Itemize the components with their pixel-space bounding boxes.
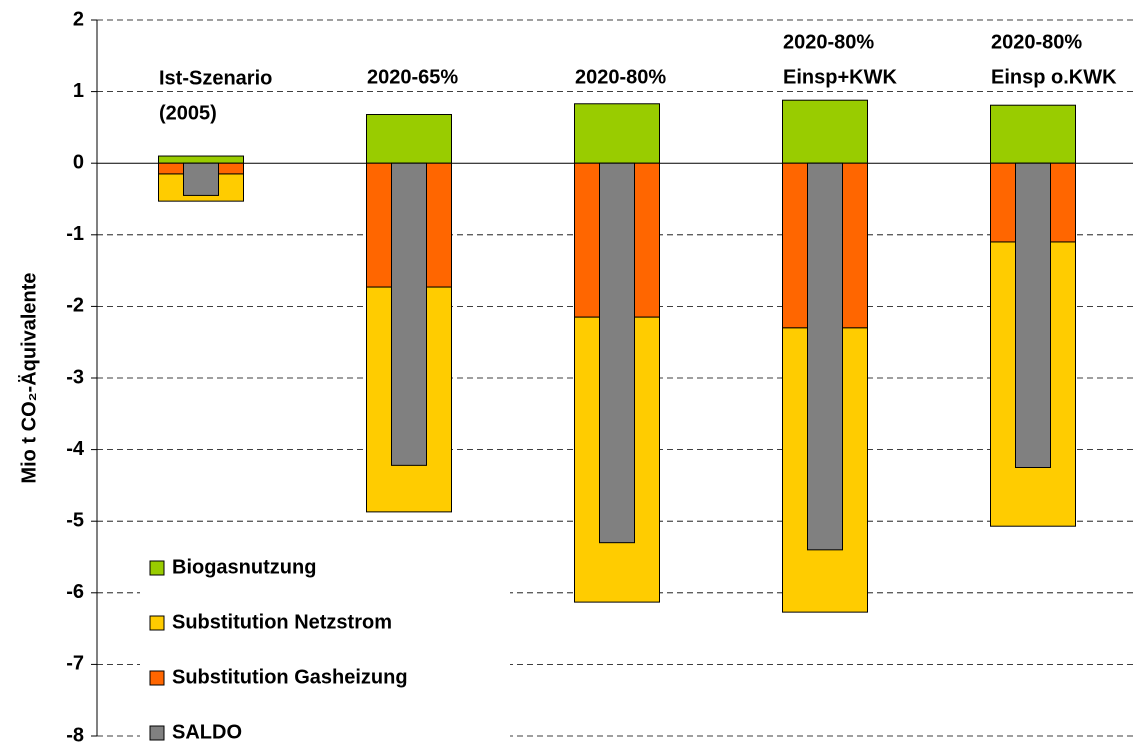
legend-background	[140, 548, 510, 746]
category-label: 2020-80%	[991, 31, 1082, 53]
bar	[1015, 162, 1051, 468]
category-label: 2020-65%	[367, 66, 458, 88]
category-label: (2005)	[159, 102, 217, 124]
y-tick-label: -2	[66, 295, 84, 317]
bar	[183, 162, 219, 196]
bar	[574, 103, 660, 164]
y-tick-label: -6	[66, 581, 84, 603]
bar	[391, 162, 427, 466]
bar	[807, 162, 843, 551]
category-label: 2020-80%	[783, 31, 874, 53]
y-tick-label: -1	[66, 223, 84, 245]
y-tick-label: 0	[73, 151, 84, 173]
legend-label: Substitution Netzstrom	[172, 611, 392, 633]
bar	[366, 114, 452, 164]
legend-label: SALDO	[172, 721, 242, 743]
legend-label: Biogasnutzung	[172, 556, 316, 578]
y-tick-label: -3	[66, 366, 84, 388]
legend-swatch	[149, 725, 165, 741]
legend-label: Substitution Gasheizung	[172, 666, 408, 688]
y-axis-label: Mio t CO₂-Äquivalente	[17, 272, 40, 483]
category-label: Ist-Szenario	[159, 67, 272, 89]
y-tick-label: -4	[66, 438, 85, 460]
y-tick-label: 1	[73, 80, 84, 102]
legend-swatch	[149, 670, 165, 686]
y-tick-label: -5	[66, 509, 84, 531]
y-tick-label: 2	[73, 8, 84, 30]
category-label: Einsp o.KWK	[991, 66, 1117, 88]
category-label: 2020-80%	[575, 66, 666, 88]
y-tick-label: -8	[66, 724, 84, 746]
bar	[599, 162, 635, 544]
y-tick-label: -7	[66, 653, 84, 675]
legend-swatch	[149, 615, 165, 631]
bar	[782, 99, 868, 164]
legend-swatch	[149, 560, 165, 576]
category-label: Einsp+KWK	[783, 66, 897, 88]
bar	[158, 155, 244, 164]
bar	[990, 104, 1076, 164]
